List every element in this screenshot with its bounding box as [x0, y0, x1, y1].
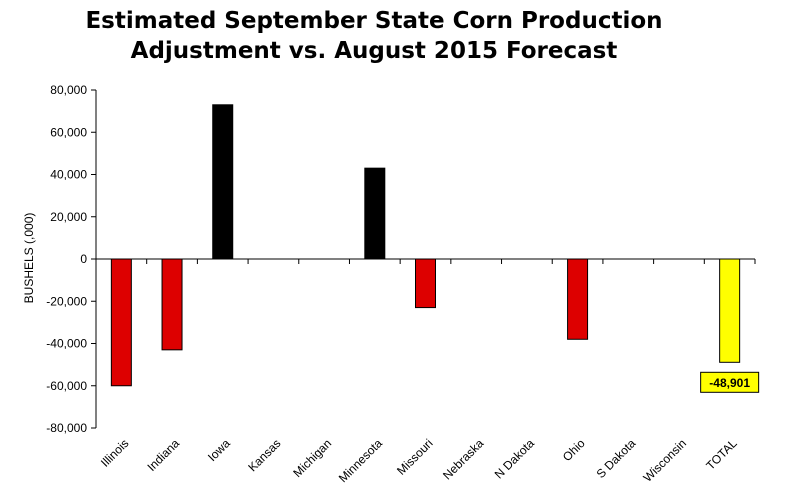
y-tick-label: 0: [80, 252, 87, 266]
y-tick-label: 60,000: [50, 125, 87, 139]
x-tick-label: Illinois: [98, 436, 131, 469]
bar-illinois: [110, 258, 132, 387]
category-labels: Illinois Indiana Iowa Kansas Michigan Minneso…: [98, 436, 740, 485]
x-tick-label: Nebraska: [440, 436, 486, 482]
chart-title-line-2: Adjustment vs. August 2015 Forecast: [131, 38, 618, 64]
x-tick-label: N Dakota: [492, 436, 538, 482]
data-label-text: -48,901: [709, 376, 750, 390]
y-tick-label: -20,000: [46, 294, 87, 308]
x-tick-label: Wisconsin: [641, 436, 690, 485]
y-axis-title: BUSHELS (,000): [22, 213, 36, 304]
y-tick-label: -80,000: [46, 421, 87, 435]
x-tick-label: Iowa: [205, 436, 233, 464]
data-label-box: [700, 371, 760, 393]
x-tick-label: Minnesota: [336, 436, 385, 485]
bar-total: [719, 258, 741, 363]
y-tick-label: -60,000: [46, 379, 87, 393]
y-tick-label: 20,000: [50, 210, 87, 224]
annotations: -48,901: [700, 371, 760, 393]
y-tick-label: -40,000: [46, 337, 87, 351]
bars: [110, 104, 741, 387]
y-tick-label: 80,000: [50, 83, 87, 97]
x-axis: [95, 258, 756, 264]
x-tick-label: Missouri: [394, 436, 435, 477]
y-axis: 80,000 60,000 40,000 20,000 0 -20,000 -40,000 -…: [46, 83, 97, 435]
x-tick-label: S Dakota: [594, 436, 639, 481]
bar-indiana: [161, 258, 183, 351]
y-tick-label: 40,000: [50, 168, 87, 182]
bar-missouri: [415, 258, 436, 309]
bar-ohio: [567, 258, 589, 340]
x-tick-label: Ohio: [560, 436, 588, 464]
total-value-label: -48,901: [700, 371, 760, 393]
x-tick-label: Kansas: [245, 436, 283, 474]
bar-iowa: [212, 104, 234, 260]
x-tick-label: Indiana: [144, 436, 182, 474]
x-tick-label: TOTAL: [703, 436, 740, 473]
chart-title-line-1: Estimated September State Corn Productio…: [85, 8, 662, 34]
x-tick-label: Michigan: [290, 436, 334, 480]
chart-title: Estimated September State Corn Productio…: [85, 8, 662, 64]
bar-minnesota: [364, 167, 386, 260]
